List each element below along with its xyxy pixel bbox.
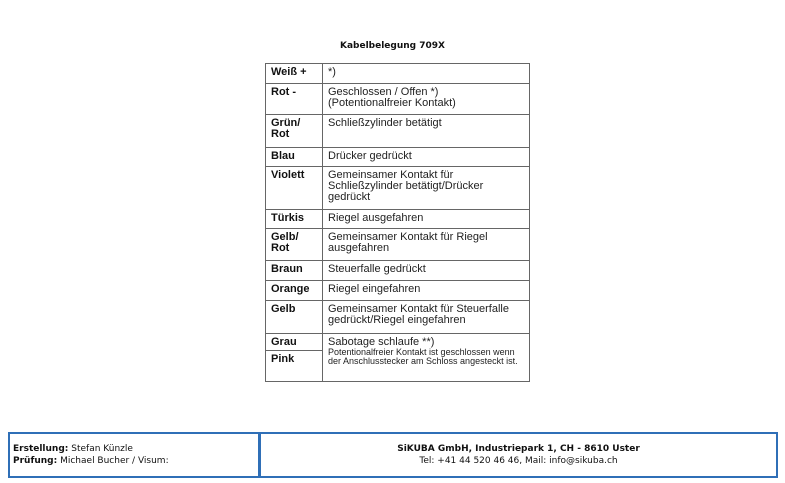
table-row: Gelb Gemeinsamer Kontakt für Steuerfalle … — [265, 300, 530, 334]
wire-color: Blau — [265, 147, 323, 167]
wire-color: Türkis — [265, 209, 323, 229]
creation-value: Stefan Künzle — [71, 444, 133, 454]
table-row: Gelb/ Rot Gemeinsamer Kontakt für Riegel … — [265, 228, 530, 261]
wire-color: Violett — [265, 166, 323, 210]
table-row: Blau Drücker gedrückt — [265, 147, 530, 167]
table-row: Pink — [265, 350, 530, 382]
company-contact: Tel: +41 44 520 46 46, Mail: info@sikuba… — [419, 456, 618, 466]
wire-function: Gemeinsamer Kontakt für Riegel ausgefahr… — [322, 228, 530, 261]
wire-color: Orange — [265, 280, 323, 301]
wire-function: Sabotage schlaufe **) Potentionalfreier K… — [322, 333, 530, 382]
cable-table: Weiß + *) Rot - Geschlossen / Offen *) (Pot… — [265, 63, 530, 382]
wire-function: Gemeinsamer Kontakt für Schließzylinder … — [322, 166, 530, 210]
table-row: Weiß + *) — [265, 63, 530, 84]
wire-function: Steuerfalle gedrückt — [322, 260, 530, 281]
wire-color: Grün/ Rot — [265, 114, 323, 148]
wire-color: Braun — [265, 260, 323, 281]
wire-function: Drücker gedrückt — [322, 147, 530, 167]
wire-function: *) — [322, 63, 530, 84]
wire-color: Grau — [265, 333, 323, 351]
wire-color: Weiß + — [265, 63, 323, 84]
wire-color: Gelb/ Rot — [265, 228, 323, 261]
wire-function: Geschlossen / Offen *) (Potentionalfreier… — [322, 83, 530, 115]
wire-function-line: (Potentionalfreier Kontakt) — [328, 97, 456, 109]
review-label: Prüfung: — [13, 456, 58, 466]
table-row: Braun Steuerfalle gedrückt — [265, 260, 530, 281]
table-row: Violett Gemeinsamer Kontakt für Schließzy… — [265, 166, 530, 210]
table-row: Orange Riegel eingefahren — [265, 280, 530, 301]
company-address: SiKUBA GmbH, Industriepark 1, CH - 8610 … — [397, 444, 640, 454]
wire-function: Schließzylinder betätigt — [322, 114, 530, 148]
footer-authors: Erstellung: Stefan Künzle Prüfung: Micha… — [10, 434, 261, 476]
wire-function: Riegel ausgefahren — [322, 209, 530, 229]
review-value: Michael Bucher / Visum: — [60, 456, 169, 466]
table-row: Grau Sabotage schlaufe **) Potentionalfrei… — [265, 333, 530, 382]
creation-label: Erstellung: — [13, 444, 69, 454]
footer-company: SiKUBA GmbH, Industriepark 1, CH - 8610 … — [261, 434, 776, 476]
table-row: Rot - Geschlossen / Offen *) (Potentionalf… — [265, 83, 530, 115]
table-row: Türkis Riegel ausgefahren — [265, 209, 530, 229]
page-title: Kabelbelegung 709X — [340, 41, 445, 51]
wire-color: Rot - — [265, 83, 323, 115]
wire-note: Potentionalfreier Kontakt ist geschlosse… — [328, 347, 518, 366]
footer: Erstellung: Stefan Künzle Prüfung: Micha… — [8, 432, 778, 478]
wire-function-line: Geschlossen / Offen *) — [328, 86, 439, 98]
wire-color: Pink — [265, 350, 323, 382]
wire-function-line: Sabotage schlaufe **) — [328, 336, 435, 348]
wire-function: Riegel eingefahren — [322, 280, 530, 301]
wire-color: Gelb — [265, 300, 323, 334]
table-row: Grün/ Rot Schließzylinder betätigt — [265, 114, 530, 148]
wire-function: Gemeinsamer Kontakt für Steuerfalle gedr… — [322, 300, 530, 334]
